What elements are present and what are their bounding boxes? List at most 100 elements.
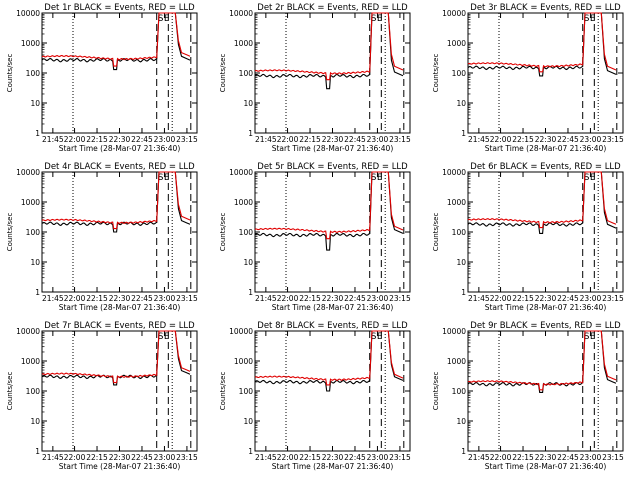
x-tick-label: 21:45	[42, 135, 64, 144]
series-lld-line	[254, 12, 404, 81]
x-tick-label: 23:15	[389, 453, 411, 462]
series-events-line	[467, 171, 617, 234]
y-tick-label: 10000	[442, 168, 466, 177]
y-axis-label: Counts/sec	[6, 54, 14, 93]
y-tick-label: 100	[239, 69, 254, 78]
marker-label-s: S	[158, 173, 164, 183]
marker-label-s: S	[371, 173, 377, 183]
y-tick-label: 10	[243, 417, 253, 426]
y-tick-label: 10	[456, 417, 466, 426]
x-axis-label: Start Time (28-Mar-07 21:36:40)	[59, 303, 181, 312]
y-axis-label: Counts/sec	[6, 372, 14, 411]
x-tick-label: 23:00	[154, 135, 176, 144]
y-axis-label: Counts/sec	[432, 54, 440, 93]
x-tick-label: 23:15	[176, 453, 198, 462]
y-tick-label: 100	[239, 228, 254, 237]
x-tick-label: 23:15	[176, 135, 198, 144]
marker-label-s: S	[158, 14, 164, 24]
x-tick-label: 22:00	[64, 294, 86, 303]
x-tick-label: 23:15	[389, 294, 411, 303]
panel-4: Det 4r BLACK = Events, RED = LLD 1 10 100 10…	[6, 162, 198, 312]
y-tick-label: 10	[243, 99, 253, 108]
y-tick-label: 1000	[21, 357, 40, 366]
panel-8: Det 8r BLACK = Events, RED = LLD 1 10 100 10…	[219, 321, 411, 471]
x-tick-label: 23:00	[367, 453, 389, 462]
panel-2: Det 2r BLACK = Events, RED = LLD 1 10 100 10…	[219, 3, 411, 153]
marker-label-s: S	[371, 332, 377, 342]
x-tick-label: 22:00	[490, 135, 512, 144]
x-tick-label: 21:45	[255, 135, 277, 144]
x-tick-label: 22:30	[322, 135, 344, 144]
panel-7: Det 7r BLACK = Events, RED = LLD 1 10 100 10…	[6, 321, 198, 471]
y-tick-label: 100	[452, 228, 467, 237]
y-tick-label: 10000	[229, 9, 253, 18]
panel-title: Det 2r BLACK = Events, RED = LLD	[257, 3, 408, 13]
x-tick-label: 22:30	[535, 453, 557, 462]
plot-frame	[467, 171, 624, 293]
x-tick-label: 22:30	[109, 453, 131, 462]
x-tick-label: 23:00	[580, 294, 602, 303]
series-lld-line	[467, 171, 617, 229]
x-tick-label: 23:15	[602, 453, 624, 462]
y-tick-label: 100	[452, 69, 467, 78]
x-tick-label: 22:15	[512, 135, 534, 144]
x-axis-label: Start Time (28-Mar-07 21:36:40)	[272, 303, 394, 312]
y-tick-label: 1	[461, 447, 466, 456]
x-tick-label: 23:15	[389, 135, 411, 144]
x-tick-label: 23:00	[367, 294, 389, 303]
y-tick-label: 10	[30, 258, 40, 267]
y-tick-label: 100	[26, 387, 41, 396]
x-tick-label: 22:00	[64, 135, 86, 144]
plot-frame	[467, 330, 624, 452]
series-events-line	[254, 171, 404, 251]
panel-title: Det 4r BLACK = Events, RED = LLD	[44, 162, 195, 172]
x-tick-label: 22:15	[86, 294, 108, 303]
series-lld-line	[41, 171, 191, 230]
x-tick-label: 22:15	[86, 453, 108, 462]
x-axis-label: Start Time (28-Mar-07 21:36:40)	[272, 462, 394, 471]
panel-3: Det 3r BLACK = Events, RED = LLD 1 10 100 10…	[432, 3, 624, 153]
y-tick-label: 100	[452, 387, 467, 396]
y-tick-label: 1000	[447, 198, 466, 207]
x-tick-label: 22:45	[557, 453, 579, 462]
y-axis-label: Counts/sec	[432, 372, 440, 411]
panel-title: Det 6r BLACK = Events, RED = LLD	[470, 162, 621, 172]
y-tick-label: 1000	[447, 39, 466, 48]
y-tick-label: 1000	[234, 198, 253, 207]
plot-frame	[41, 171, 198, 293]
y-tick-label: 1000	[21, 39, 40, 48]
x-tick-label: 22:30	[109, 294, 131, 303]
x-tick-label: 22:45	[131, 294, 153, 303]
x-tick-label: 23:00	[580, 135, 602, 144]
x-tick-label: 23:00	[580, 453, 602, 462]
x-axis-label: Start Time (28-Mar-07 21:36:40)	[272, 144, 394, 153]
x-tick-label: 22:30	[322, 453, 344, 462]
series-lld-line	[467, 330, 617, 391]
x-axis-label: Start Time (28-Mar-07 21:36:40)	[59, 462, 181, 471]
panel-6: Det 6r BLACK = Events, RED = LLD 1 10 100 10…	[432, 162, 624, 312]
y-axis-label: Counts/sec	[219, 213, 227, 252]
y-tick-label: 100	[26, 69, 41, 78]
y-tick-label: 10	[30, 417, 40, 426]
marker-label-e: E	[377, 332, 383, 342]
x-tick-label: 22:00	[277, 135, 299, 144]
series-lld-line	[41, 12, 191, 67]
x-tick-label: 23:15	[176, 294, 198, 303]
panel-title: Det 1r BLACK = Events, RED = LLD	[44, 3, 195, 13]
series-events-line	[41, 171, 191, 233]
plot-frame	[41, 330, 198, 452]
x-tick-label: 22:45	[344, 453, 366, 462]
y-tick-label: 10000	[442, 327, 466, 336]
x-tick-label: 21:45	[255, 294, 277, 303]
series-events-line	[254, 12, 404, 90]
x-axis-label: Start Time (28-Mar-07 21:36:40)	[485, 144, 607, 153]
x-tick-label: 22:45	[557, 294, 579, 303]
plot-frame	[254, 12, 411, 134]
marker-label-e: E	[590, 173, 596, 183]
panel-1: Det 1r BLACK = Events, RED = LLD 1 10 100 10…	[6, 3, 198, 153]
y-tick-label: 1000	[234, 39, 253, 48]
x-tick-label: 22:45	[131, 453, 153, 462]
y-tick-label: 10000	[16, 327, 40, 336]
